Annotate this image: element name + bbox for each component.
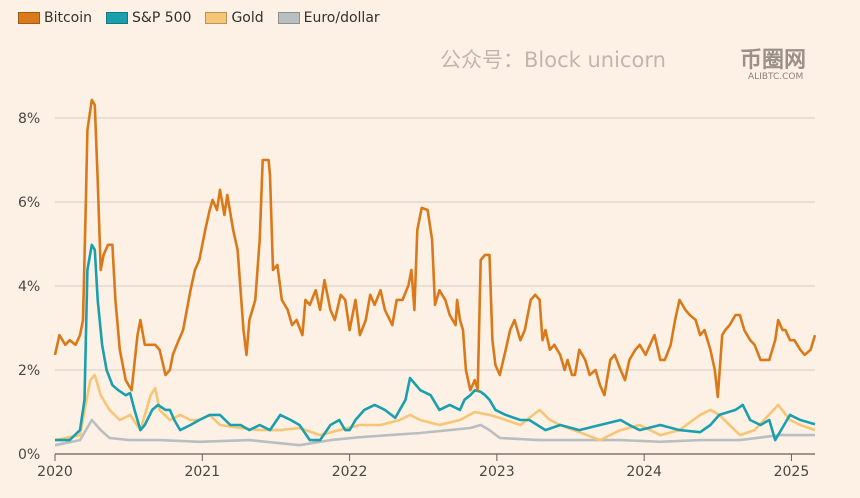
- legend-swatch: [18, 12, 40, 24]
- series-line-bitcoin: [53, 98, 817, 399]
- series-line-euro-dollar: [54, 418, 815, 447]
- legend-swatch: [106, 12, 129, 24]
- legend-label: Bitcoin: [44, 10, 93, 26]
- x-tick-label: 2020: [37, 464, 73, 480]
- y-tick-label: 4%: [18, 279, 40, 295]
- series-line-gold: [54, 373, 816, 442]
- legend-label: Euro/dollar: [303, 10, 380, 26]
- x-tick-label: 2023: [479, 464, 515, 480]
- legend-swatch: [277, 12, 300, 24]
- y-tick-label: 2%: [18, 363, 40, 379]
- watermark-site-logo: 币圈网: [740, 48, 807, 73]
- legend-item: S&P 500: [106, 10, 191, 26]
- x-tick-label: 2022: [332, 464, 368, 480]
- legend-label: Gold: [231, 10, 264, 26]
- watermark-site-url: ALIBTC.COM: [748, 72, 804, 82]
- legend: Bitcoin S&P 500 Gold Euro/dollar: [18, 10, 380, 26]
- x-tick-label: 2021: [184, 464, 220, 480]
- y-tick-label: 0%: [18, 447, 40, 463]
- legend-item: Bitcoin: [18, 10, 92, 26]
- x-tick-label: 2025: [774, 464, 810, 480]
- x-tick-label: 2024: [626, 464, 662, 480]
- legend-label: S&P 500: [132, 10, 192, 26]
- y-tick-label: 8%: [18, 111, 40, 127]
- legend-item: Euro/dollar: [277, 10, 380, 26]
- legend-swatch: [205, 12, 228, 24]
- y-tick-label: 6%: [18, 195, 40, 211]
- series-line-s-p-500: [55, 243, 816, 442]
- legend-item: Gold: [205, 10, 264, 26]
- watermark-wechat: 公众号：Block unicorn: [440, 48, 666, 72]
